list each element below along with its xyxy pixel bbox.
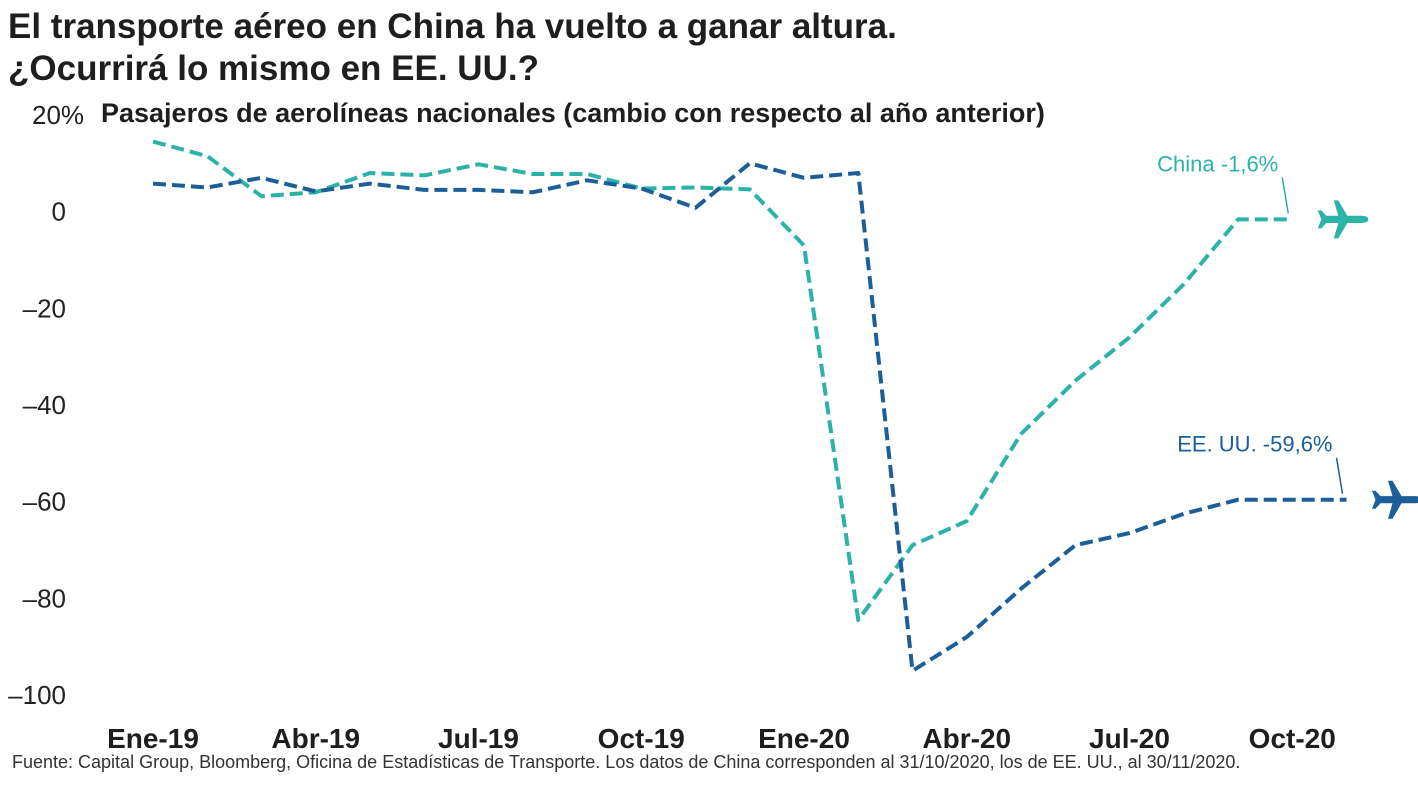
- x-tick-label: Ene-19: [107, 723, 199, 754]
- series-annotations: China -1,6% EE. UU. -59,6%: [1157, 151, 1418, 519]
- x-tick-label: Ene-20: [758, 723, 850, 754]
- annotation-us: EE. UU. -59,6%: [1177, 432, 1332, 457]
- series-lines: [152, 139, 1347, 673]
- y-axis: 20% 0 –20 –40 –60 –80 –100: [8, 100, 84, 710]
- chart-title-line-1: El transporte aéreo en China ha vuelto a…: [8, 7, 897, 46]
- chart-subtitle: Pasajeros de aerolíneas nacionales (camb…: [101, 98, 1045, 128]
- airplane-icon: [1372, 480, 1418, 519]
- y-tick-label: –100: [8, 680, 66, 710]
- y-tick-label: –80: [23, 583, 66, 613]
- source-note: Fuente: Capital Group, Bloomberg, Oficin…: [12, 752, 1241, 772]
- annotation-leader-us: [1335, 457, 1344, 494]
- y-tick-label: 20%: [32, 100, 84, 130]
- series-line-china: [152, 139, 1293, 623]
- x-tick-label: Jul-20: [1089, 723, 1170, 754]
- x-axis: Ene-19 Abr-19 Jul-19 Oct-19 Ene-20 Abr-20 Jul-…: [107, 723, 1336, 754]
- y-tick-label: 0: [52, 197, 66, 227]
- chart-title: El transporte aéreo en China ha vuelto a…: [8, 6, 897, 90]
- chart-title-line-2: ¿Ocurrirá lo mismo en EE. UU.?: [8, 49, 539, 88]
- annotation-leader-china: [1281, 177, 1289, 214]
- x-tick-label: Jul-19: [438, 723, 519, 754]
- x-tick-label: Abr-19: [271, 723, 360, 754]
- series-line-us: [152, 161, 1347, 673]
- y-tick-label: –60: [23, 487, 66, 517]
- airplane-icon: [1317, 200, 1369, 239]
- x-tick-label: Oct-20: [1249, 723, 1336, 754]
- y-tick-label: –20: [23, 293, 66, 323]
- annotation-china: China -1,6%: [1157, 151, 1278, 176]
- y-tick-label: –40: [23, 390, 66, 420]
- x-tick-label: Oct-19: [598, 723, 685, 754]
- x-tick-label: Abr-20: [922, 723, 1011, 754]
